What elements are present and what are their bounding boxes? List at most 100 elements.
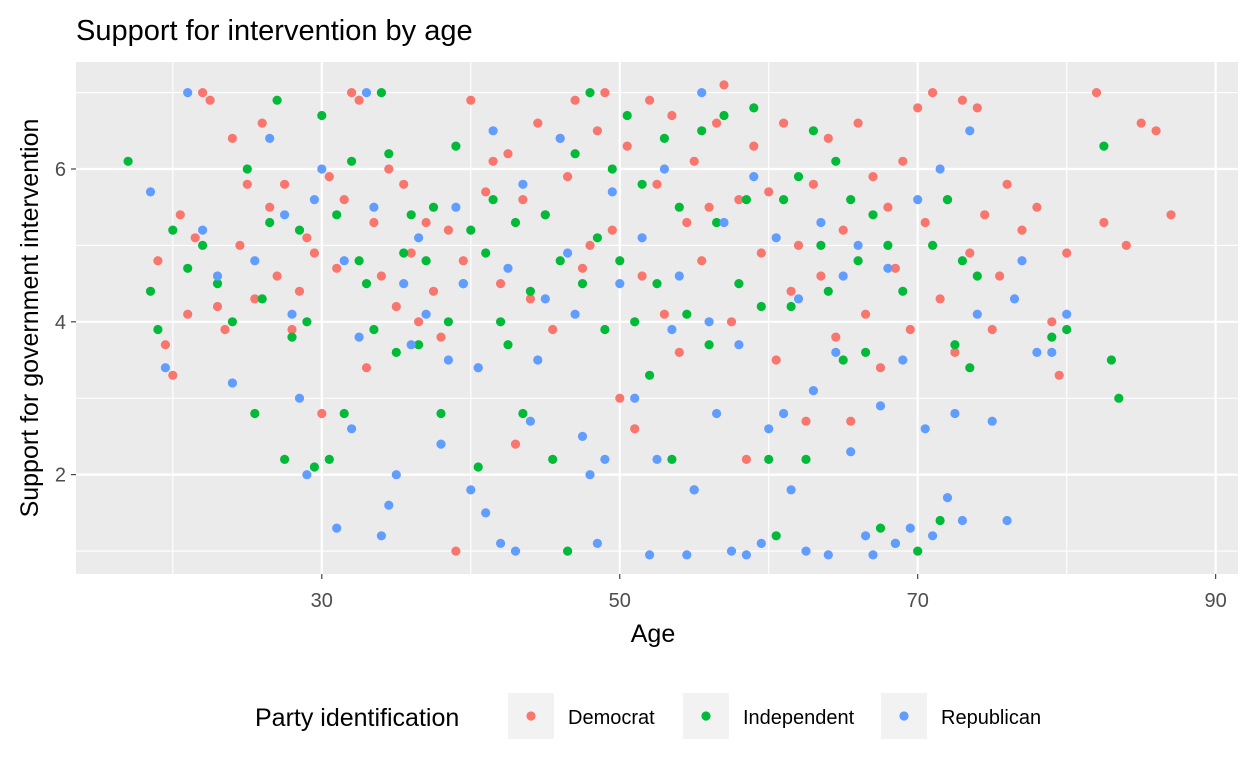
independent-point (555, 256, 565, 266)
democrat-point (317, 408, 327, 419)
republican-point (414, 233, 424, 243)
democrat-point (853, 118, 863, 128)
republican-point (1032, 347, 1042, 357)
democrat-point (645, 95, 655, 105)
democrat-point (719, 80, 729, 90)
independent-point (764, 454, 774, 464)
republican-point (749, 172, 759, 182)
independent-point (577, 279, 588, 289)
republican-point (779, 408, 789, 419)
independent-point (1106, 355, 1116, 365)
republican-point (883, 263, 893, 273)
democrat-point (406, 248, 416, 258)
independent-point (652, 279, 662, 289)
republican-point (600, 454, 610, 464)
republican-point (719, 217, 729, 228)
democrat-point (160, 340, 170, 350)
independent-point (399, 248, 409, 258)
republican-point (861, 531, 871, 541)
independent-point (861, 347, 871, 357)
democrat-point (190, 233, 200, 243)
independent-point (607, 164, 617, 174)
democrat-point (1099, 217, 1109, 228)
democrat-point (659, 309, 670, 319)
independent-point (957, 256, 968, 266)
democrat-point (697, 256, 707, 266)
major-grid (76, 62, 1238, 574)
democrat-point (1032, 202, 1042, 212)
independent-point (749, 103, 759, 113)
independent-point (816, 240, 826, 250)
independent-point (302, 317, 312, 327)
republican-point (309, 195, 319, 205)
democrat-point (615, 393, 625, 403)
democrat-point (786, 286, 796, 296)
independent-point (756, 301, 766, 312)
independent-point (823, 286, 833, 296)
independent-point (361, 279, 372, 289)
democrat-point (890, 263, 901, 273)
republican-point (160, 363, 170, 373)
independent-point (488, 195, 498, 205)
democrat-point (1121, 240, 1131, 250)
democrat-point (376, 271, 386, 281)
democrat-point (965, 248, 975, 258)
independent-point (309, 462, 319, 472)
independent-point (793, 172, 804, 182)
data-points (123, 80, 1176, 560)
x-axis-label: Age (631, 620, 675, 648)
independent-point (712, 217, 722, 228)
democrat-point (674, 347, 684, 357)
republican-point (987, 416, 997, 426)
legend-item-democrat: Democrat (508, 693, 655, 739)
independent-point (339, 408, 349, 419)
democrat-point (302, 233, 312, 243)
democrat-point (704, 202, 714, 212)
independent-point (615, 256, 625, 266)
democrat-point (242, 179, 252, 189)
democrat-point (995, 271, 1005, 281)
x-tick-label: 70 (907, 590, 929, 612)
republican-point (764, 424, 774, 434)
republican-point (868, 550, 878, 560)
democrat-point (861, 309, 871, 319)
independent-point (510, 217, 521, 228)
democrat-point (667, 110, 677, 121)
democrat-point (823, 133, 833, 143)
democrat-point (250, 294, 260, 304)
republican-point (265, 133, 275, 143)
democrat-point (622, 141, 632, 151)
democrat-point (347, 88, 357, 98)
independent-point (473, 462, 483, 472)
independent-point (250, 408, 260, 419)
democrat-point (1091, 88, 1102, 98)
democrat-point (875, 363, 886, 373)
republican-point (734, 340, 744, 350)
democrat-point (898, 156, 908, 166)
independent-point (592, 233, 603, 243)
democrat-point (1166, 210, 1176, 220)
democrat-point (920, 217, 930, 228)
republican-point (361, 88, 372, 98)
independent-point (540, 210, 550, 220)
republican-point (965, 126, 975, 136)
republican-point (1002, 515, 1012, 526)
republican-point (376, 531, 386, 541)
independent-point (525, 286, 536, 296)
x-tick-label: 90 (1205, 590, 1227, 612)
independent-point (183, 263, 193, 273)
independent-point (466, 225, 476, 235)
democrat-point (488, 156, 498, 166)
republican-point (563, 248, 573, 258)
democrat-point (630, 424, 640, 434)
republican-point (659, 164, 670, 174)
democrat-point (481, 187, 491, 197)
democrat-point (354, 95, 364, 105)
republican-point (942, 493, 953, 503)
democrat-point (846, 416, 856, 426)
republican-point (793, 294, 804, 304)
democrat-point (831, 332, 841, 342)
republican-point (823, 550, 833, 560)
independent-point (496, 317, 506, 327)
republican-point (354, 332, 364, 342)
